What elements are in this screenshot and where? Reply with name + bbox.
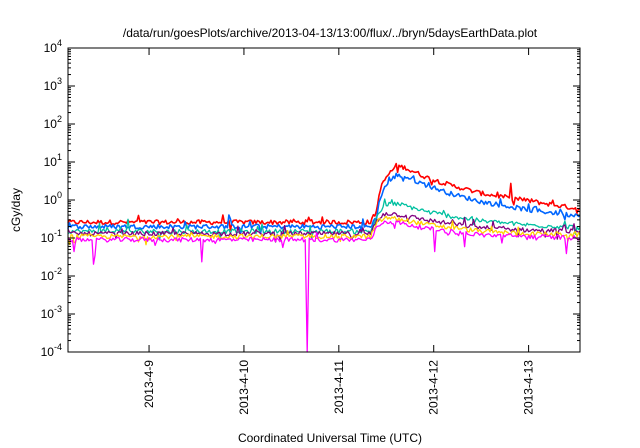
x-axis-label: Coordinated Universal Time (UTC) xyxy=(238,431,422,445)
y-tick-label: 10-2 xyxy=(41,266,62,283)
series-line-2 xyxy=(67,172,581,235)
y-axis-label: cGy/day xyxy=(9,188,23,232)
x-tick-label: 2013-4-12 xyxy=(427,360,441,415)
x-axis: 2013-4-9 2013-4-10 2013-4-11 2013-4-12 2013-… xyxy=(142,48,536,415)
x-tick-label: 2013-4-11 xyxy=(332,360,346,414)
y-tick-label: 10-3 xyxy=(41,304,62,321)
y-tick-label: 10-1 xyxy=(41,228,62,245)
y-tick-label: 100 xyxy=(44,190,62,207)
series-line-6 xyxy=(67,220,581,353)
y-tick-label: 104 xyxy=(44,38,62,55)
chart-title: /data/run/goesPlots/archive/2013-04-13/1… xyxy=(123,26,538,40)
series-line-1 xyxy=(67,162,581,231)
series-line-5 xyxy=(67,215,581,246)
y-tick-label: 101 xyxy=(44,152,62,169)
plot-frame xyxy=(67,47,581,353)
y-tick-label: 103 xyxy=(44,76,62,93)
x-tick-label: 2013-4-9 xyxy=(142,360,156,408)
y-tick-label: 102 xyxy=(44,114,62,131)
x-tick-label: 2013-4-10 xyxy=(237,360,251,415)
series-layer xyxy=(67,162,581,353)
y-tick-label: 10-4 xyxy=(41,342,62,359)
x-tick-label: 2013-4-13 xyxy=(522,360,536,415)
series-line-4 xyxy=(67,212,581,243)
